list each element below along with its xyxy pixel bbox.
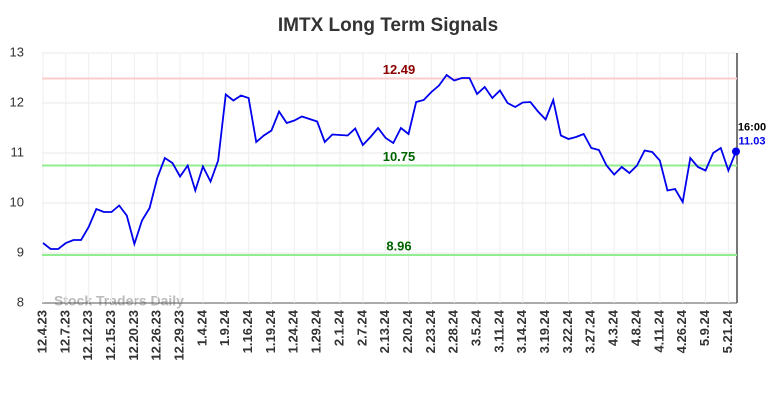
x-tick-label: 2.1.24 [331,309,346,346]
watermark: Stock Traders Daily [54,293,184,309]
x-tick-label: 2.7.24 [354,309,369,346]
x-tick-label: 1.24.24 [286,309,301,353]
chart-title: IMTX Long Term Signals [278,15,498,36]
x-tick-label: 4.11.24 [651,309,666,352]
x-tick-label: 1.4.24 [194,309,209,346]
series-line [42,73,737,250]
x-tick-label: 1.16.24 [240,309,255,353]
x-tick-label: 3.14.24 [514,309,529,353]
x-tick-label: 3.5.24 [469,309,484,346]
x-tick-label: 3.22.24 [560,309,575,353]
x-tick-label: 4.3.24 [606,309,621,346]
signal-label: 12.49 [383,62,416,77]
x-tick-label: 5.21.24 [720,309,735,353]
last-value: 11.03 [739,135,766,147]
x-tick-label: 2.23.24 [423,309,438,353]
x-tick-label: 3.11.24 [491,309,506,352]
last-time: 16:00 [738,121,766,133]
x-tick-label: 12.12.23 [80,310,95,361]
y-tick-label: 10 [10,194,24,209]
x-tick-label: 4.26.24 [674,309,689,353]
x-tick-label: 4.8.24 [628,309,643,346]
x-tick-label: 12.29.23 [172,310,187,361]
y-tick-label: 9 [17,244,24,259]
y-tick-label: 13 [10,44,24,59]
x-tick-label: 3.27.24 [583,309,598,353]
x-tick-label: 1.29.24 [309,309,324,353]
y-tick-label: 11 [11,144,25,159]
x-tick-label: 1.9.24 [217,309,232,346]
x-tick-label: 2.20.24 [400,309,415,353]
y-tick-label: 12 [10,94,24,109]
x-tick-label: 5.9.24 [697,309,712,346]
x-tick-label: 12.26.23 [149,310,164,361]
x-tick-label: 2.13.24 [377,309,392,353]
x-tick-label: 12.4.23 [34,310,49,353]
signal-label: 10.75 [383,149,416,164]
last-point [732,147,740,156]
x-tick-label: 2.28.24 [446,309,461,353]
signal-label: 8.96 [386,238,411,253]
x-tick-label: 3.19.24 [537,309,552,353]
y-tick-label: 8 [17,294,24,309]
x-tick-label: 12.20.23 [126,310,141,361]
x-tick-label: 1.19.24 [263,309,278,353]
x-tick-label: 12.7.23 [57,310,72,353]
x-tick-label: 12.15.23 [103,310,118,361]
